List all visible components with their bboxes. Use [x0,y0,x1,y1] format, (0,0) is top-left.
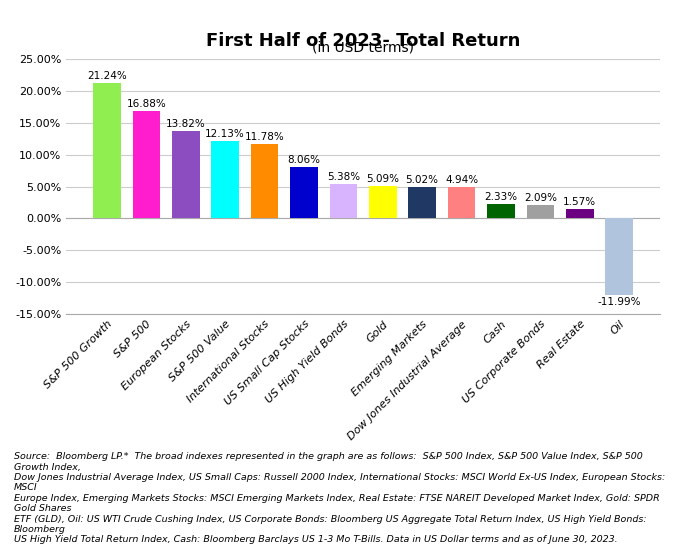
Text: 5.02%: 5.02% [406,175,439,185]
Bar [290,167,318,218]
Bar [93,83,121,218]
Text: -11.99%: -11.99% [597,296,641,307]
Bar [132,111,160,218]
Text: Source:  Bloomberg LP.*  The broad indexes represented in the graph are as follo: Source: Bloomberg LP.* The broad indexes… [14,452,665,544]
Bar [408,186,436,218]
Text: 21.24%: 21.24% [87,72,127,81]
Bar [250,144,278,218]
Text: 4.94%: 4.94% [445,175,478,185]
Title: First Half of 2023- Total Return: First Half of 2023- Total Return [206,31,520,50]
Text: 13.82%: 13.82% [166,119,206,129]
Text: 2.33%: 2.33% [485,192,518,202]
Bar [448,187,475,218]
Bar [211,141,239,218]
Text: 5.38%: 5.38% [327,172,360,183]
Text: 1.57%: 1.57% [563,196,597,207]
Text: 16.88%: 16.88% [126,99,166,109]
Bar [487,204,515,218]
Text: 11.78%: 11.78% [244,131,284,141]
Bar [172,130,200,218]
Bar [566,208,593,218]
Bar [605,218,633,295]
Bar [329,184,357,218]
Text: 12.13%: 12.13% [205,129,245,139]
Bar [526,205,554,218]
Text: (in USD terms): (in USD terms) [312,40,414,54]
Text: 8.06%: 8.06% [288,155,321,166]
Text: 2.09%: 2.09% [524,193,557,204]
Text: 5.09%: 5.09% [367,174,399,184]
Bar [369,186,396,218]
